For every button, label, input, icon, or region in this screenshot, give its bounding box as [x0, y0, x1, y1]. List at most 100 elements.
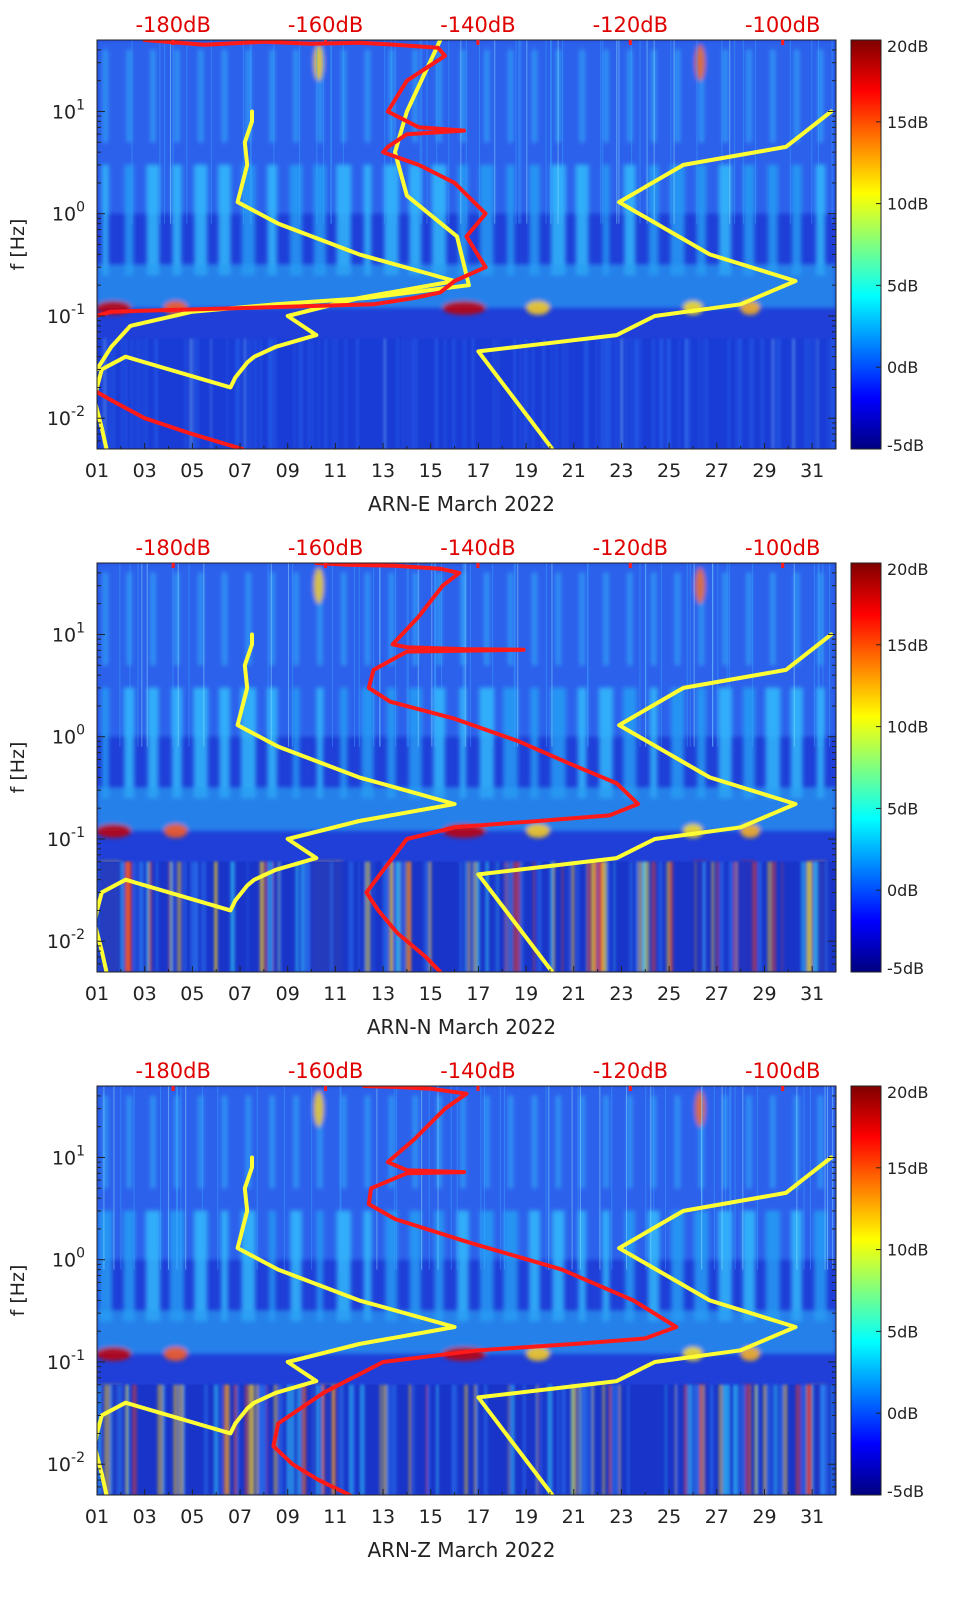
series-line-4 [97, 40, 488, 318]
x-tick-label: 23 [609, 1506, 633, 1528]
top-db-label: -100dB [745, 536, 820, 560]
x-tick-label: 03 [133, 460, 157, 482]
series-line-1 [97, 109, 457, 449]
x-tick-label: 19 [514, 460, 538, 482]
x-tick-label: 01 [85, 1506, 109, 1528]
series-line-2 [476, 1155, 834, 1495]
colorbar: 20dB 15dB 10dB 5dB 0dB -5dB [850, 1083, 929, 1501]
top-db-axis: -180dB -160dB -140dB -120dB -100dB [135, 1059, 820, 1091]
top-db-label: -100dB [745, 13, 820, 37]
colorbar-tick-label: -5dB [887, 959, 924, 978]
y-tick-label: 10-1 [47, 302, 85, 328]
x-tick-label: 17 [466, 1506, 490, 1528]
y-tick-label: 10-2 [47, 404, 85, 430]
x-tick-label: 31 [800, 460, 824, 482]
top-db-label: -160dB [288, 1059, 363, 1083]
top-db-label: -140dB [440, 1059, 515, 1083]
y-tick-label: 10-1 [47, 825, 85, 851]
panel-1: 01 03 05 07 09 11 13 15 17 19 21 23 25 27 29 31 ARN-E Ma… [7, 13, 929, 516]
x-tick-label: 17 [466, 460, 490, 482]
series-line-3 [97, 40, 471, 372]
x-tick-label: 21 [562, 983, 586, 1005]
y-tick-label: 100 [52, 1246, 85, 1272]
y-axis: 10-2 10-1 100 101 [47, 562, 836, 973]
x-tick-label: 21 [562, 460, 586, 482]
spectrogram-image [97, 40, 836, 449]
top-db-label: -180dB [135, 13, 210, 37]
x-tick-label: 07 [228, 460, 252, 482]
colorbar-tick-label: 20dB [887, 560, 929, 579]
panel-3: 01 03 05 07 09 11 13 15 17 19 21 23 25 27 29 31 ARN-Z Ma… [7, 1059, 929, 1562]
x-axis-label: ARN-E March 2022 [368, 492, 555, 516]
colorbar-tick-label: 0dB [887, 1404, 918, 1423]
x-tick-label: 15 [419, 983, 443, 1005]
series-line-2 [476, 632, 834, 972]
x-tick-label: 05 [180, 983, 204, 1005]
x-tick-label: 01 [85, 983, 109, 1005]
y-tick-label: 101 [52, 97, 85, 123]
x-axis: 01 03 05 07 09 11 13 15 17 19 21 23 25 27 29 31 [85, 1489, 837, 1528]
colorbar-tick-label: 0dB [887, 358, 918, 377]
colorbar-tick-label: 15dB [887, 113, 929, 132]
x-tick-label: 29 [752, 460, 776, 482]
y-axis-label: f [Hz] [7, 219, 29, 271]
x-tick-label: 09 [276, 460, 300, 482]
x-tick-label: 21 [562, 1506, 586, 1528]
top-db-label: -160dB [288, 13, 363, 37]
top-db-label: -140dB [440, 13, 515, 37]
colorbar-tick-label: 5dB [887, 799, 918, 818]
colorbar: 20dB 15dB 10dB 5dB 0dB -5dB [850, 37, 929, 455]
y-tick-label: 10-2 [47, 927, 85, 953]
y-tick-label: 101 [52, 1143, 85, 1169]
top-db-label: -100dB [745, 1059, 820, 1083]
x-tick-label: 17 [466, 983, 490, 1005]
x-tick-label: 09 [276, 983, 300, 1005]
x-tick-label: 31 [800, 1506, 824, 1528]
x-tick-label: 29 [752, 983, 776, 1005]
x-axis-label: ARN-Z March 2022 [367, 1538, 555, 1562]
spectrogram-image [97, 563, 836, 972]
y-tick-label: 100 [52, 200, 85, 226]
x-tick-label: 05 [180, 460, 204, 482]
x-tick-label: 23 [609, 460, 633, 482]
x-tick-label: 27 [705, 983, 729, 1005]
colorbar-tick-label: 10dB [887, 195, 929, 214]
top-db-axis: -180dB -160dB -140dB -120dB -100dB [135, 13, 820, 45]
x-tick-label: 13 [371, 1506, 395, 1528]
x-tick-label: 27 [705, 1506, 729, 1528]
y-tick-label: 10-1 [47, 1348, 85, 1374]
y-axis-label: f [Hz] [7, 742, 29, 794]
top-db-label: -120dB [593, 536, 668, 560]
x-tick-label: 01 [85, 460, 109, 482]
x-tick-label: 03 [133, 983, 157, 1005]
x-tick-label: 05 [180, 1506, 204, 1528]
series-line-2 [476, 109, 834, 449]
x-tick-label: 13 [371, 983, 395, 1005]
x-tick-label: 19 [514, 983, 538, 1005]
x-tick-label: 31 [800, 983, 824, 1005]
series-line-3 [314, 563, 641, 972]
x-tick-label: 15 [419, 1506, 443, 1528]
x-tick-label: 29 [752, 1506, 776, 1528]
colorbar-tick-label: -5dB [887, 436, 924, 455]
colorbar-tick-label: -5dB [887, 1482, 924, 1501]
series-line-3 [271, 1086, 679, 1495]
panel-2: 01 03 05 07 09 11 13 15 17 19 21 23 25 27 29 31 ARN-N Ma… [7, 536, 929, 1039]
x-tick-label: 09 [276, 1506, 300, 1528]
top-db-label: -140dB [440, 536, 515, 560]
top-db-axis: -180dB -160dB -140dB -120dB -100dB [135, 536, 820, 568]
x-tick-label: 25 [657, 460, 681, 482]
top-db-label: -180dB [135, 536, 210, 560]
x-tick-label: 27 [705, 460, 729, 482]
top-db-label: -180dB [135, 1059, 210, 1083]
spectrogram-image [97, 1086, 836, 1495]
x-axis: 01 03 05 07 09 11 13 15 17 19 21 23 25 27 29 31 [85, 443, 837, 482]
x-axis: 01 03 05 07 09 11 13 15 17 19 21 23 25 27 29 31 [85, 966, 837, 1005]
series-line-1 [97, 632, 457, 972]
top-db-label: -120dB [593, 1059, 668, 1083]
colorbar-tick-label: 20dB [887, 1083, 929, 1102]
y-tick-label: 10-2 [47, 1450, 85, 1476]
top-db-label: -120dB [593, 13, 668, 37]
colorbar-tick-label: 10dB [887, 718, 929, 737]
x-tick-label: 23 [609, 983, 633, 1005]
